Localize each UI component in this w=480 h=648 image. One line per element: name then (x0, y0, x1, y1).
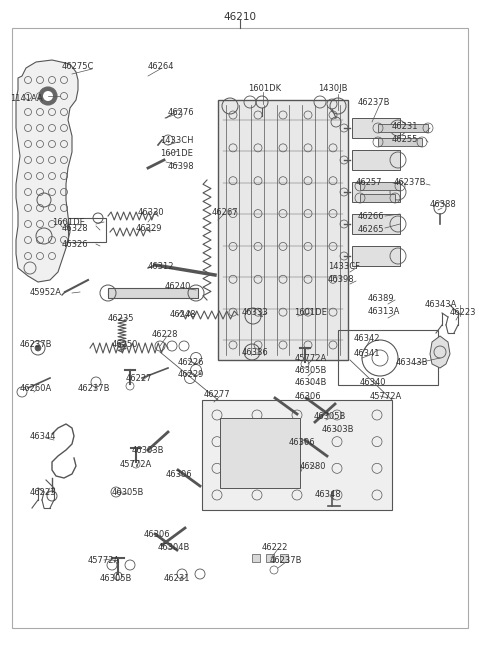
Text: 46304B: 46304B (295, 378, 327, 387)
Text: 46237B: 46237B (20, 340, 52, 349)
Bar (352, 182, 400, 202)
Text: 46255: 46255 (392, 135, 419, 144)
Text: 46265: 46265 (358, 225, 384, 234)
Bar (202, 400, 392, 510)
Text: 1433CF: 1433CF (328, 262, 360, 271)
Text: 46386: 46386 (242, 348, 269, 357)
Text: 45772A: 45772A (120, 460, 152, 469)
Text: 46222: 46222 (262, 543, 288, 552)
Text: 46348: 46348 (315, 490, 342, 499)
Text: 46329: 46329 (136, 224, 163, 233)
Text: 46343A: 46343A (425, 300, 457, 309)
Text: 1433CH: 1433CH (160, 136, 193, 145)
Text: 46388: 46388 (430, 200, 457, 209)
Bar (280, 554, 288, 562)
Text: 46305B: 46305B (314, 412, 347, 421)
Bar (338, 330, 438, 385)
Text: 45772A: 45772A (295, 354, 327, 363)
Text: 45952A: 45952A (30, 288, 62, 297)
Text: 46237B: 46237B (78, 384, 110, 393)
Text: 46210: 46210 (224, 12, 256, 22)
Text: 45772A: 45772A (88, 556, 120, 565)
Text: 46344: 46344 (30, 432, 57, 441)
Text: 46250: 46250 (112, 340, 138, 349)
Text: 46276: 46276 (168, 108, 194, 117)
Text: 46304B: 46304B (158, 543, 191, 552)
Text: 46280: 46280 (300, 462, 326, 471)
Bar (378, 124, 428, 132)
Text: 46231: 46231 (164, 574, 191, 583)
Text: 46342: 46342 (354, 334, 381, 343)
Text: 46231: 46231 (392, 122, 419, 131)
Text: 1601DE: 1601DE (160, 149, 193, 158)
Text: 46306: 46306 (144, 530, 170, 539)
Bar (108, 288, 198, 298)
Text: 46305B: 46305B (112, 488, 144, 497)
Text: 46305B: 46305B (100, 574, 132, 583)
Text: 46343B: 46343B (396, 358, 429, 367)
Text: 46341: 46341 (354, 349, 381, 358)
Text: 46313A: 46313A (368, 307, 400, 316)
Text: 45772A: 45772A (370, 392, 402, 401)
Bar (360, 194, 395, 202)
Text: 46237B: 46237B (270, 556, 302, 565)
Bar (252, 554, 260, 562)
Text: 46398: 46398 (328, 275, 355, 284)
Text: 46235: 46235 (108, 314, 134, 323)
Text: 46303B: 46303B (132, 446, 165, 455)
Text: 46305B: 46305B (295, 366, 327, 375)
Text: 46223: 46223 (30, 488, 57, 497)
Text: 46303B: 46303B (322, 425, 355, 434)
Text: 46306: 46306 (295, 392, 322, 401)
Text: 46277: 46277 (204, 390, 230, 399)
Text: 46389: 46389 (368, 294, 395, 303)
Text: 46229: 46229 (178, 370, 204, 379)
Text: 46306: 46306 (289, 438, 316, 447)
Bar (220, 418, 300, 488)
Text: 1601DE: 1601DE (52, 218, 85, 227)
Text: 46260A: 46260A (20, 384, 52, 393)
Text: 46264: 46264 (148, 62, 175, 71)
Polygon shape (16, 60, 78, 282)
Text: 46257: 46257 (356, 178, 383, 187)
Bar (352, 246, 400, 266)
Text: 46326: 46326 (62, 240, 89, 249)
Text: 46228: 46228 (152, 330, 179, 339)
Bar (68, 218, 106, 242)
Text: 46398: 46398 (168, 162, 194, 171)
Text: 1430JB: 1430JB (318, 84, 348, 93)
Bar (378, 138, 422, 146)
Circle shape (39, 87, 57, 105)
Text: 1141AA: 1141AA (10, 94, 43, 103)
Text: 1601DE: 1601DE (294, 308, 327, 317)
Bar (218, 100, 348, 360)
Bar (360, 182, 400, 190)
Circle shape (35, 345, 41, 351)
Text: 46237B: 46237B (394, 178, 427, 187)
Text: 46306: 46306 (166, 470, 192, 479)
Text: 46275C: 46275C (62, 62, 95, 71)
Text: 46248: 46248 (170, 310, 196, 319)
Text: 46223: 46223 (450, 308, 477, 317)
Text: 46266: 46266 (358, 212, 384, 221)
Bar (352, 118, 400, 138)
Bar (352, 150, 400, 170)
Circle shape (43, 91, 53, 101)
Polygon shape (430, 336, 450, 368)
Text: 46312: 46312 (148, 262, 175, 271)
Text: 46330: 46330 (138, 208, 165, 217)
Text: 46328: 46328 (62, 224, 89, 233)
Text: 46240: 46240 (165, 282, 192, 291)
Bar (352, 214, 400, 234)
Text: 46227: 46227 (126, 374, 153, 383)
Text: 46267: 46267 (212, 208, 239, 217)
Text: 46237B: 46237B (358, 98, 391, 107)
Text: 46340: 46340 (360, 378, 386, 387)
Text: 1601DK: 1601DK (248, 84, 281, 93)
Text: 46226: 46226 (178, 358, 204, 367)
Bar (266, 554, 274, 562)
Text: 46333: 46333 (242, 308, 269, 317)
